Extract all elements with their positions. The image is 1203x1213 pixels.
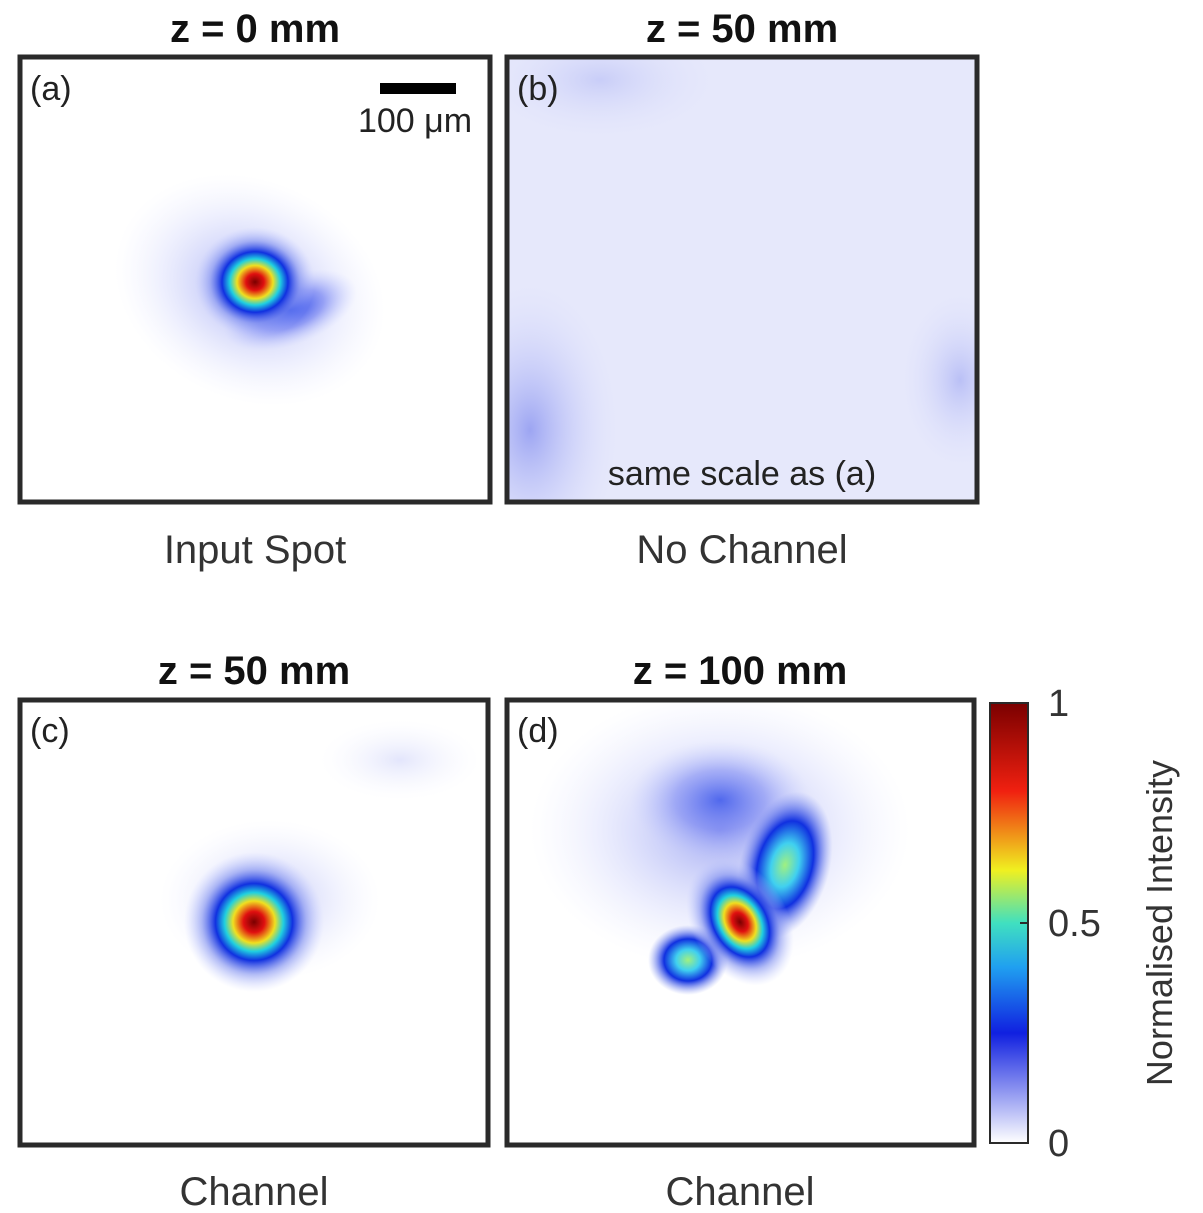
- panel-title: z = 0 mm: [170, 7, 340, 51]
- panel-caption: Channel: [179, 1170, 328, 1213]
- panel-b: z = 50 mm (b) same scale as (a) No Chann…: [504, 7, 980, 572]
- panel-title: z = 50 mm: [158, 649, 350, 693]
- colorbar-tick-label: 0: [1048, 1123, 1069, 1165]
- intensity-image: [114, 174, 386, 406]
- panel-letter: (d): [517, 712, 559, 750]
- panel-letter: (b): [517, 70, 559, 108]
- colorbar-tick-label: 1: [1048, 683, 1069, 725]
- panel-note: same scale as (a): [608, 455, 876, 493]
- panel-caption: No Channel: [636, 528, 847, 572]
- panel-d: z = 100 mm (d) Channel: [504, 649, 977, 1213]
- scale-bar: [380, 83, 456, 94]
- colorbar-tick-label: 0.5: [1048, 903, 1101, 945]
- panel-title: z = 100 mm: [633, 649, 848, 693]
- panel-frame: [17, 697, 491, 1148]
- colorbar-label: Normalised Intensity: [1139, 760, 1180, 1086]
- panel-c: z = 50 mm (c) Channel: [17, 649, 491, 1213]
- intensity-image: [160, 720, 480, 992]
- panel-title: z = 50 mm: [646, 7, 838, 51]
- panel-letter: (c): [30, 712, 70, 750]
- panel-frame: [504, 697, 977, 1148]
- scale-bar-label: 100 μm: [358, 102, 472, 140]
- panel-caption: Input Spot: [164, 528, 346, 572]
- panel-caption: Channel: [665, 1170, 814, 1213]
- panel-a: z = 0 mm (a) 100 μm Input Spot: [17, 7, 493, 572]
- colorbar: Normalised Intensity 0 0.5 1: [989, 683, 1180, 1165]
- panel-frame: [17, 54, 493, 505]
- panel-frame: [504, 54, 980, 505]
- intensity-image: [530, 700, 910, 995]
- intensity-image: [507, 57, 977, 502]
- panel-letter: (a): [30, 70, 72, 108]
